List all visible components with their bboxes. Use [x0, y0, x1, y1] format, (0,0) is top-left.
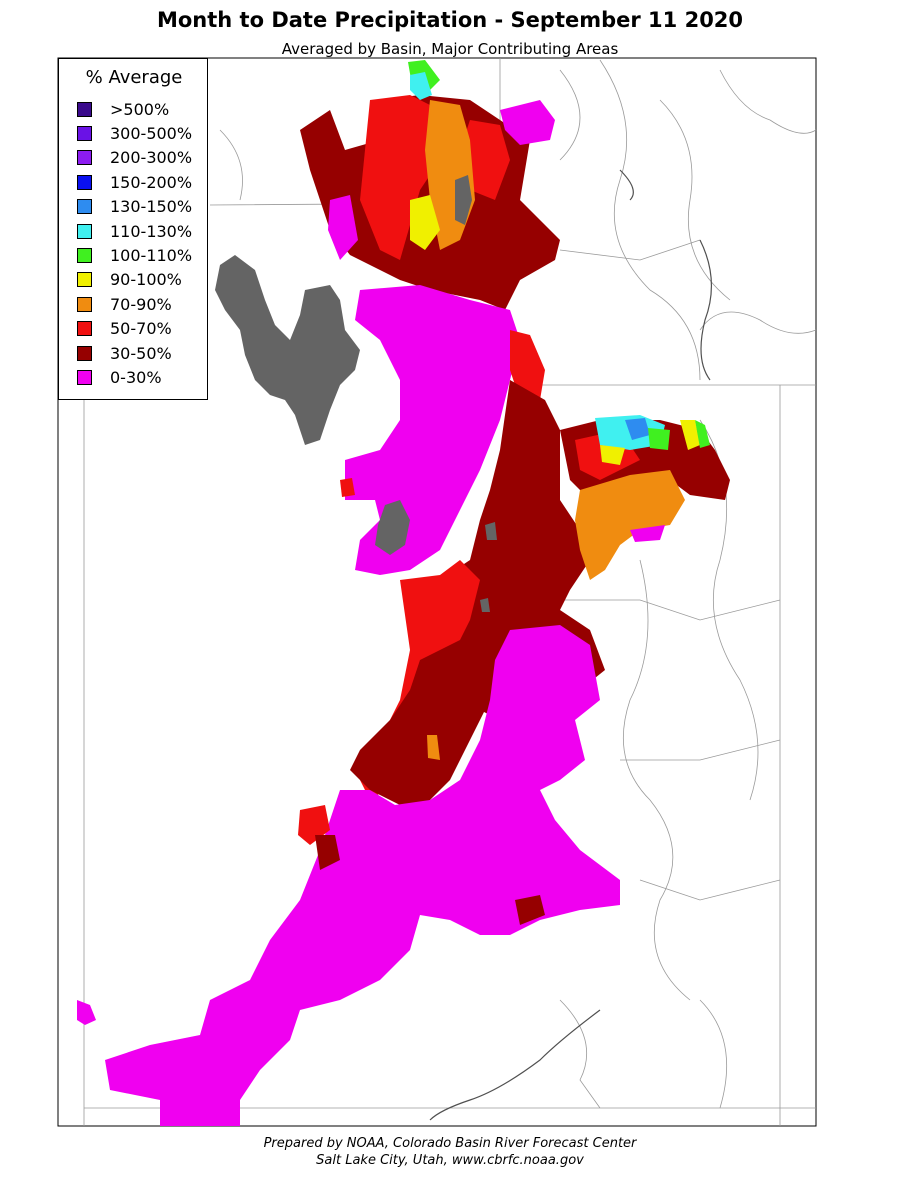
legend-label: 30-50%: [110, 343, 172, 363]
basin-50-70-west: [340, 478, 355, 497]
basin-70-90-small: [427, 735, 440, 760]
basin-130-150-east: [625, 418, 650, 440]
legend-item: 110-130%: [77, 221, 192, 241]
legend-swatch: [77, 272, 92, 288]
basin-100-110-east: [648, 428, 670, 450]
legend-item: >500%: [77, 99, 169, 119]
rivers: [429, 169, 712, 1121]
basin-0-30-central: [345, 285, 520, 575]
legend-swatch: [77, 296, 92, 312]
legend-swatch: [77, 125, 92, 141]
legend: % Average >500% 300-500% 200-300% 150-200% 1…: [58, 58, 208, 400]
basin-90-100-east: [600, 445, 625, 465]
legend-swatch: [77, 321, 92, 337]
legend-swatch: [77, 199, 92, 215]
legend-swatch: [77, 247, 92, 263]
legend-item: 70-90%: [77, 294, 172, 314]
legend-label: 200-300%: [110, 148, 193, 168]
basin-0-30-north-1: [500, 100, 555, 145]
legend-item: 0-30%: [77, 367, 162, 387]
legend-label: >500%: [110, 99, 170, 119]
footer-credit: Prepared by NOAA, Colorado Basin River F…: [263, 1136, 637, 1151]
reservoir-2: [480, 598, 490, 612]
basin-0-30-north-2: [328, 195, 358, 260]
basin-30-50-southwest: [315, 835, 340, 870]
footer-location: Salt Lake City, Utah, www.cbrfc.noaa.gov: [316, 1153, 584, 1168]
legend-label: 300-500%: [110, 123, 193, 143]
legend-title: % Average: [85, 67, 183, 88]
page-subtitle: Averaged by Basin, Major Contributing Ar…: [281, 40, 619, 58]
basin-0-30-south: [105, 625, 620, 1126]
legend-swatch: [77, 150, 92, 166]
legend-item: 150-200%: [77, 172, 192, 192]
legend-item: 50-70%: [77, 319, 172, 339]
basin-90-100-north: [410, 195, 440, 250]
reservoir-1: [485, 522, 497, 540]
legend-label: 150-200%: [110, 172, 193, 192]
lake-bear: [455, 175, 472, 225]
basin-regions: [77, 60, 730, 1126]
legend-label: 50-70%: [110, 319, 172, 339]
basin-50-70-central: [510, 330, 545, 400]
lake-utah: [375, 500, 410, 555]
legend-label: 130-150%: [110, 197, 193, 217]
page-title: Month to Date Precipitation - September …: [156, 8, 744, 32]
legend-swatch: [77, 369, 92, 385]
basin-70-90-east: [575, 470, 685, 580]
basin-0-30-farwest: [77, 1000, 96, 1025]
legend-item: 200-300%: [77, 148, 192, 168]
basin-50-70-north: [360, 95, 440, 260]
legend-item: 90-100%: [77, 270, 182, 290]
legend-label: 100-110%: [110, 245, 193, 265]
legend-item: 130-150%: [77, 197, 192, 217]
legend-swatch: [77, 174, 92, 190]
basin-30-50-southeast: [515, 895, 545, 925]
legend-label: 110-130%: [110, 221, 193, 241]
legend-swatch: [77, 223, 92, 239]
legend-label: 0-30%: [110, 367, 162, 387]
legend-item: 30-50%: [77, 343, 172, 363]
legend-swatch: [77, 345, 92, 361]
basin-30-50-midsouth: [350, 640, 490, 810]
basin-0-30-east: [630, 525, 665, 542]
basin-110-130-north: [410, 72, 432, 100]
legend-label: 70-90%: [110, 294, 172, 314]
legend-label: 90-100%: [110, 270, 182, 290]
map-frame: [57, 57, 817, 1127]
basin-90-100-east-2: [680, 420, 700, 450]
legend-item: 300-500%: [77, 123, 192, 143]
lake-great-salt: [215, 255, 360, 445]
basin-100-110-east-2: [695, 420, 710, 448]
legend-item: 100-110%: [77, 245, 192, 265]
legend-swatch: [77, 101, 92, 117]
